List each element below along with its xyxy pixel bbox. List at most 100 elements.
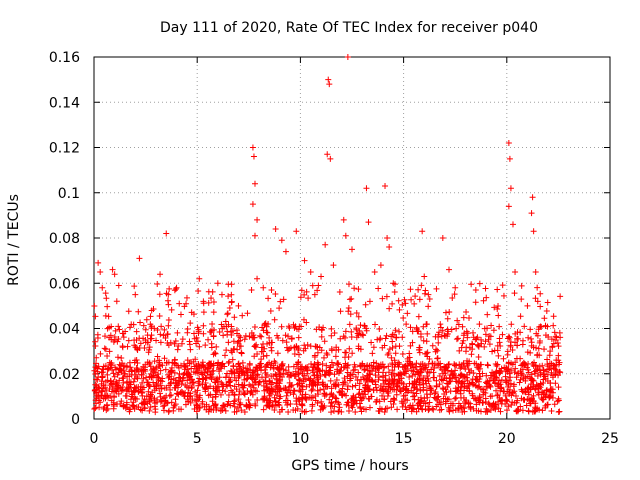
data-point: [293, 228, 300, 235]
data-point: [391, 363, 398, 370]
data-point: [512, 365, 519, 372]
data-point: [143, 316, 150, 323]
data-point: [109, 367, 116, 374]
data-point: [296, 387, 303, 394]
data-point: [375, 376, 382, 383]
data-point: [139, 389, 146, 396]
data-point: [254, 351, 261, 358]
data-point: [317, 373, 324, 380]
data-point: [284, 401, 291, 408]
data-point: [184, 396, 191, 403]
data-point: [259, 324, 266, 331]
data-point: [324, 351, 331, 358]
data-point: [543, 308, 550, 315]
data-point: [437, 321, 444, 328]
data-point: [199, 371, 206, 378]
data-point: [331, 371, 338, 378]
data-point: [93, 360, 100, 367]
data-point: [517, 403, 524, 410]
data-point: [438, 399, 445, 406]
data-point: [355, 313, 362, 320]
data-point: [396, 343, 403, 350]
data-point: [463, 308, 470, 315]
data-point: [101, 345, 108, 352]
data-point: [416, 382, 423, 389]
data-point: [125, 337, 132, 344]
data-point: [104, 405, 111, 412]
data-point: [557, 293, 564, 300]
data-point: [256, 379, 263, 386]
data-point: [370, 359, 377, 366]
data-point: [468, 351, 475, 358]
data-point: [436, 381, 443, 388]
data-point: [474, 341, 481, 348]
data-point: [439, 235, 446, 241]
data-point: [214, 378, 221, 385]
data-point: [115, 282, 122, 289]
data-point: [384, 235, 391, 241]
data-point: [265, 295, 272, 302]
data-point: [181, 370, 188, 377]
data-point: [512, 359, 519, 366]
data-point: [516, 379, 523, 386]
data-point: [262, 363, 269, 370]
data-point: [241, 372, 248, 379]
data-point: [220, 383, 227, 390]
data-point: [460, 360, 467, 367]
data-point: [474, 334, 481, 341]
data-point: [337, 389, 344, 396]
data-point: [530, 392, 537, 399]
data-point: [291, 350, 298, 357]
data-point: [455, 406, 462, 413]
data-point: [209, 320, 216, 327]
data-point: [408, 387, 415, 394]
data-point: [409, 372, 416, 379]
data-point: [239, 382, 246, 389]
data-point: [362, 301, 369, 308]
data-point: [152, 400, 159, 407]
data-point: [336, 404, 343, 411]
data-point: [178, 380, 185, 387]
data-point: [224, 401, 231, 408]
data-point: [108, 388, 115, 395]
data-point: [266, 397, 273, 404]
data-point: [486, 401, 493, 408]
data-point: [91, 367, 98, 374]
data-point: [469, 340, 476, 347]
data-point: [294, 405, 301, 412]
data-point: [421, 290, 428, 297]
data-point: [207, 363, 214, 370]
data-point: [160, 407, 167, 414]
data-point: [381, 396, 388, 403]
data-point: [187, 392, 194, 399]
data-point: [390, 400, 397, 407]
data-point: [272, 371, 279, 378]
data-point: [184, 325, 191, 332]
data-point: [254, 396, 261, 403]
data-point: [166, 373, 173, 380]
data-point: [206, 405, 213, 412]
data-point: [400, 314, 407, 321]
data-point: [525, 366, 532, 373]
data-point: [328, 332, 335, 339]
data-point: [542, 323, 549, 330]
data-point: [158, 323, 165, 330]
data-point: [98, 369, 105, 376]
data-point: [412, 293, 419, 300]
data-point: [344, 54, 351, 60]
data-point: [146, 344, 153, 351]
data-point: [254, 388, 261, 395]
data-point: [261, 345, 268, 352]
data-point: [460, 337, 467, 344]
data-point: [184, 357, 191, 364]
data-point: [147, 313, 154, 320]
data-point: [341, 375, 348, 382]
data-point: [201, 364, 208, 371]
data-point: [519, 407, 526, 414]
data-point: [229, 356, 236, 363]
data-point: [248, 388, 255, 395]
data-point: [404, 355, 411, 362]
data-point: [218, 379, 225, 386]
data-point: [143, 393, 150, 400]
data-point: [102, 346, 109, 353]
